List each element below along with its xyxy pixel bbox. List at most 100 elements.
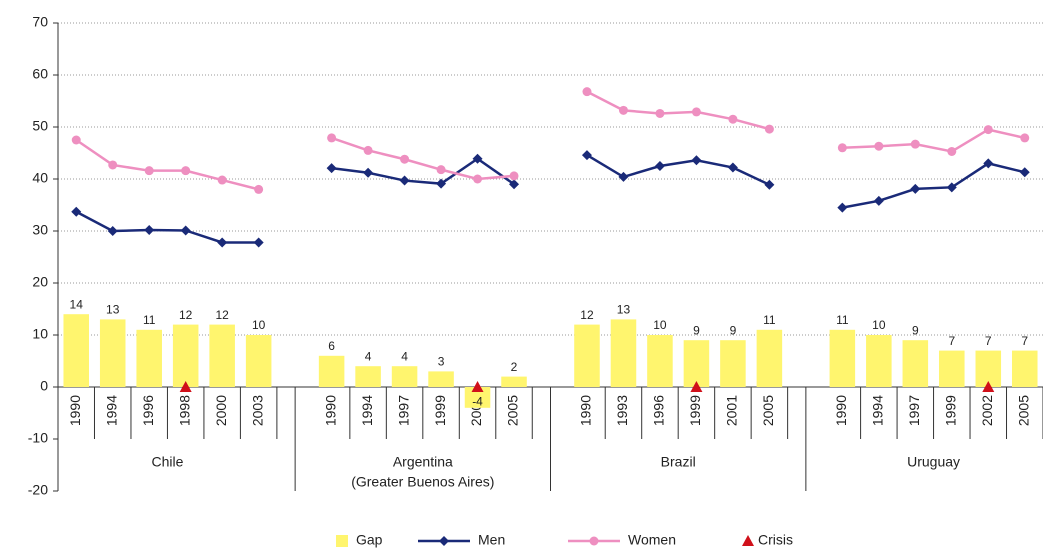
bar bbox=[136, 329, 162, 387]
crisis-marker bbox=[471, 381, 484, 392]
point bbox=[910, 139, 920, 149]
point bbox=[582, 87, 592, 97]
bar bbox=[720, 340, 746, 387]
x-tick-label: 2002 bbox=[979, 395, 995, 426]
x-tick-label: 1997 bbox=[395, 395, 411, 426]
x-tick-label: 1990 bbox=[322, 395, 338, 426]
group-label: Chile bbox=[151, 454, 183, 470]
point bbox=[253, 237, 264, 248]
value-label: 11 bbox=[143, 313, 156, 327]
x-tick-label: 1998 bbox=[176, 395, 192, 426]
y-tick-label: 0 bbox=[40, 378, 48, 394]
point bbox=[436, 178, 447, 189]
legend-label: Gap bbox=[356, 532, 383, 548]
value-label: 14 bbox=[70, 297, 84, 311]
x-tick-label: 1997 bbox=[906, 395, 922, 426]
legend-label: Men bbox=[478, 532, 505, 548]
x-tick-label: 1999 bbox=[432, 395, 448, 426]
point bbox=[654, 161, 665, 171]
value-label: 7 bbox=[1021, 334, 1028, 348]
bar bbox=[975, 350, 1002, 387]
legend-marker bbox=[439, 536, 449, 546]
bar bbox=[683, 340, 710, 387]
group-label: Uruguay bbox=[907, 454, 960, 470]
x-tick-label: 2005 bbox=[505, 395, 521, 426]
point bbox=[874, 141, 884, 151]
point bbox=[691, 107, 701, 117]
point bbox=[108, 160, 118, 170]
point bbox=[180, 225, 191, 236]
point bbox=[946, 182, 957, 193]
legend-marker bbox=[742, 535, 754, 546]
bar bbox=[756, 329, 783, 387]
line bbox=[331, 136, 515, 181]
bar bbox=[574, 324, 600, 387]
value-label: 10 bbox=[653, 318, 667, 332]
bar bbox=[610, 319, 637, 387]
bar bbox=[209, 324, 235, 387]
value-label: 13 bbox=[617, 303, 631, 317]
x-tick-label: 1994 bbox=[870, 395, 886, 426]
legend-swatch bbox=[336, 535, 348, 547]
point bbox=[144, 166, 154, 176]
point bbox=[71, 206, 82, 217]
point bbox=[326, 163, 337, 174]
x-tick-label: 2000 bbox=[213, 395, 229, 426]
line bbox=[75, 138, 259, 191]
value-label: -4 bbox=[472, 395, 483, 409]
point bbox=[363, 145, 373, 155]
y-tick-label: 50 bbox=[32, 118, 48, 134]
x-tick-label: 2005 bbox=[1015, 395, 1031, 426]
value-label: 11 bbox=[763, 313, 776, 327]
value-label: 4 bbox=[401, 349, 408, 363]
bar bbox=[647, 335, 673, 387]
point bbox=[1020, 133, 1030, 143]
value-label: 7 bbox=[985, 334, 992, 348]
bar bbox=[866, 335, 892, 387]
point bbox=[327, 133, 337, 143]
group-label: Brazil bbox=[661, 454, 696, 470]
point bbox=[254, 184, 264, 194]
point bbox=[910, 183, 921, 194]
y-tick-label: 40 bbox=[32, 170, 48, 186]
line bbox=[842, 162, 1026, 209]
point bbox=[436, 165, 446, 175]
point bbox=[655, 108, 665, 118]
point bbox=[691, 155, 702, 166]
line bbox=[331, 157, 515, 186]
x-tick-label: 1996 bbox=[140, 395, 156, 426]
value-label: 9 bbox=[912, 323, 919, 337]
x-tick-label: 1990 bbox=[833, 395, 849, 426]
y-tick-label: 60 bbox=[32, 66, 48, 82]
group-sublabel: (Greater Buenos Aires) bbox=[351, 474, 494, 490]
point bbox=[837, 143, 847, 153]
point bbox=[873, 195, 884, 206]
point bbox=[764, 124, 774, 134]
y-tick-label: 10 bbox=[32, 326, 48, 342]
x-tick-label: 1999 bbox=[687, 395, 703, 426]
point bbox=[1019, 167, 1030, 178]
x-tick-label: 1999 bbox=[942, 395, 958, 426]
value-label: 9 bbox=[693, 323, 700, 337]
point bbox=[472, 153, 483, 164]
legend-marker bbox=[589, 536, 599, 546]
bar bbox=[172, 324, 199, 387]
value-label: 13 bbox=[106, 303, 120, 317]
point bbox=[217, 237, 228, 248]
crisis-marker bbox=[982, 381, 995, 392]
value-label: 11 bbox=[836, 313, 849, 327]
point bbox=[837, 202, 848, 213]
legend-label: Crisis bbox=[758, 532, 793, 548]
point bbox=[71, 135, 81, 145]
y-tick-label: -20 bbox=[28, 482, 48, 498]
x-tick-label: 2003 bbox=[249, 395, 265, 426]
point bbox=[144, 224, 155, 235]
bar bbox=[939, 350, 965, 387]
bar bbox=[501, 376, 527, 387]
bar bbox=[63, 314, 90, 387]
line bbox=[75, 210, 259, 244]
x-tick-label: 2005 bbox=[760, 395, 776, 426]
crisis-marker bbox=[690, 381, 703, 392]
value-label: 4 bbox=[365, 349, 372, 363]
